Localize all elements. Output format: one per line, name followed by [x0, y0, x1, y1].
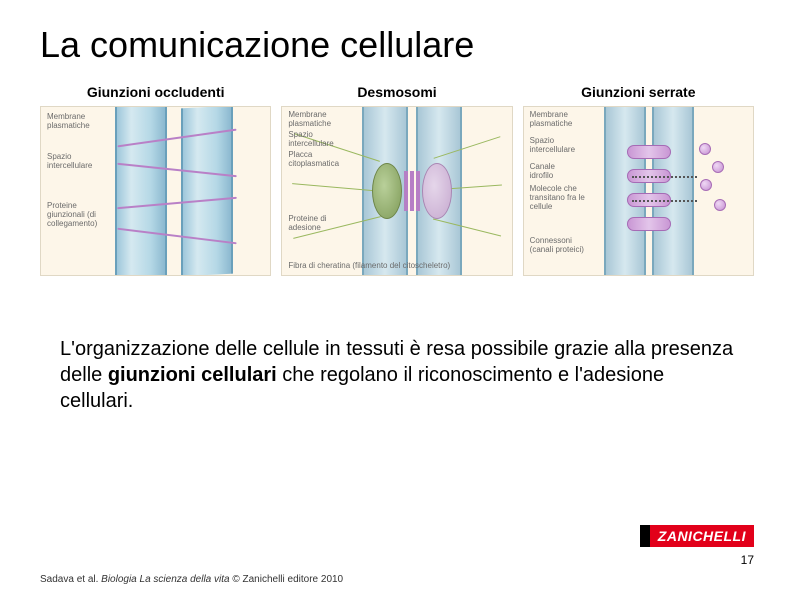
label-proteine: Proteine di adesione — [288, 215, 338, 233]
publisher-logo: ZANICHELLI — [640, 525, 754, 547]
label-spazio: Spazio intercellulare — [288, 131, 348, 149]
molecule — [714, 199, 726, 211]
diagram-heading-1: Giunzioni occludenti — [87, 84, 225, 100]
label-spazio: Spazio intercellulare — [530, 137, 590, 155]
diagram-box-1: Membrane plasmatiche Spazio intercellula… — [40, 106, 271, 276]
logo-black-bar — [640, 525, 650, 547]
diagram-row: Giunzioni occludenti Membrane plasmatich… — [40, 84, 754, 276]
slide: La comunicazione cellulare Giunzioni occ… — [0, 0, 794, 595]
label-molecole: Molecole che transitano fra le cellule — [530, 185, 594, 211]
molecule — [712, 161, 724, 173]
diagram-col-2: Desmosomi Membrane plasmatiche Spazio in… — [281, 84, 512, 276]
footer-author: Sadava et al. — [40, 574, 101, 585]
diagram-box-3: Membrane plasmatiche Spazio intercellula… — [523, 106, 754, 276]
label-canale: Canale idrofilo — [530, 163, 580, 181]
footer-title: Biologia La scienza della vita — [101, 574, 229, 585]
molecule — [700, 179, 712, 191]
diagram-col-3: Giunzioni serrate Membrane plasmatiche S… — [523, 84, 754, 276]
label-membrane: Membrane plasmatiche — [288, 111, 348, 129]
membrane-left — [115, 107, 167, 275]
logo-text: ZANICHELLI — [650, 525, 754, 547]
footer-rest: © Zanichelli editore 2010 — [230, 574, 344, 585]
label-spazio: Spazio intercellulare — [47, 153, 107, 171]
diagram-col-1: Giunzioni occludenti Membrane plasmatich… — [40, 84, 271, 276]
molecule — [699, 143, 711, 155]
label-proteine: Proteine giunzionali (di collegamento) — [47, 202, 111, 228]
label-fibra: Fibra di cheratina (filamento del citosc… — [288, 262, 505, 271]
page-number: 17 — [741, 553, 754, 567]
connexon — [627, 145, 671, 159]
label-membrane: Membrane plasmatiche — [47, 113, 107, 131]
adhesion-protein — [416, 171, 420, 211]
page-title: La comunicazione cellulare — [40, 24, 754, 66]
membrane-right — [652, 107, 694, 275]
diagram-heading-2: Desmosomi — [357, 84, 436, 100]
body-bold: giunzioni cellulari — [108, 364, 277, 386]
label-membrane: Membrane plasmatiche — [530, 111, 590, 129]
adhesion-protein — [404, 171, 408, 211]
diagram-heading-3: Giunzioni serrate — [581, 84, 695, 100]
label-connessoni: Connessoni (canali proteici) — [530, 237, 594, 255]
membrane-left — [604, 107, 646, 275]
flow-arrow — [632, 200, 697, 202]
flow-arrow — [632, 176, 697, 178]
body-paragraph: L'organizzazione delle cellule in tessut… — [60, 336, 734, 414]
label-placca: Placca citoplasmatica — [288, 151, 352, 169]
diagram-box-2: Membrane plasmatiche Spazio intercellula… — [281, 106, 512, 276]
adhesion-protein — [410, 171, 414, 211]
footer-citation: Sadava et al. Biologia La scienza della … — [40, 574, 343, 585]
connexon — [627, 217, 671, 231]
